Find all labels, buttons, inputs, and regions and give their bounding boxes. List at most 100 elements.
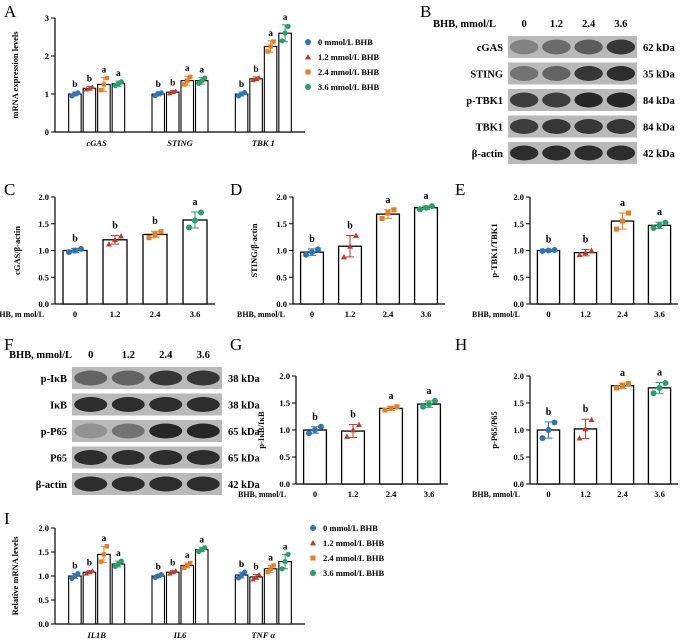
x-tick-label: IL6 — [173, 630, 188, 640]
bar — [62, 249, 88, 305]
data-point — [106, 241, 112, 247]
significance-letter: a — [185, 551, 190, 561]
significance-letter: a — [657, 207, 662, 218]
data-point — [188, 560, 193, 566]
significance-letter: b — [583, 404, 589, 415]
blot-band — [111, 397, 145, 412]
y-tick-label: 1.0 — [513, 425, 524, 435]
data-point — [347, 243, 353, 249]
significance-letter: a — [268, 29, 273, 39]
bar — [416, 403, 442, 485]
blot-band — [574, 92, 603, 108]
blot-kda-label: 35 kDa — [643, 70, 676, 81]
data-point — [101, 82, 107, 87]
data-point — [268, 44, 273, 49]
data-point — [192, 217, 198, 224]
data-point — [75, 90, 81, 96]
data-point — [382, 407, 388, 413]
bar — [234, 93, 249, 133]
y-tick-label: 2.0 — [513, 192, 524, 202]
blot-kda-label: 65 kDa — [228, 454, 261, 465]
blot-kda-label: 42 kDa — [228, 480, 261, 491]
bar — [378, 407, 404, 485]
data-point — [152, 231, 158, 237]
bar — [111, 563, 126, 625]
significance-letter: a — [185, 64, 190, 74]
blot-band — [74, 370, 108, 386]
bar — [340, 430, 366, 485]
significance-letter: b — [72, 562, 77, 572]
data-point — [551, 419, 558, 426]
data-point — [344, 433, 350, 439]
bar — [375, 213, 401, 305]
bar — [151, 93, 166, 133]
blot-band — [542, 66, 571, 81]
data-point — [185, 563, 190, 568]
blot-strip — [72, 393, 222, 416]
significance-letter: b — [170, 79, 175, 89]
y-axis-label: p-IκB/IκB — [256, 411, 266, 449]
data-point — [170, 569, 176, 575]
data-point — [582, 249, 589, 256]
data-point — [158, 90, 164, 96]
blot-protein-label: STING — [470, 70, 503, 81]
x-tick-label: 1.2 — [345, 309, 356, 319]
x-tick-label: IL1B — [86, 630, 106, 640]
data-point — [613, 226, 620, 232]
blot-kda-label: 84 kDa — [643, 123, 676, 134]
data-point — [619, 383, 626, 389]
x-tick-label: TBK 1 — [252, 138, 275, 148]
blot-band — [606, 119, 636, 134]
x-tick-label: TNF α — [251, 630, 275, 640]
y-tick-label: 0.5 — [513, 272, 524, 282]
data-point — [167, 571, 173, 576]
bar — [165, 91, 180, 133]
bar — [536, 249, 561, 305]
data-point — [539, 435, 546, 442]
data-point — [282, 30, 288, 36]
significance-letter: b — [87, 559, 92, 569]
blot-band — [574, 66, 603, 81]
y-tick-label: 1.0 — [279, 425, 290, 435]
x-tick-label: 3.6 — [654, 489, 665, 499]
significance-letter: a — [199, 536, 204, 546]
bar — [573, 251, 598, 305]
data-point — [98, 559, 104, 564]
bar — [151, 575, 166, 625]
blot-dose-label: 1.2 — [550, 19, 563, 30]
data-point — [256, 75, 262, 80]
blot-dose-label: 2.4 — [159, 350, 173, 361]
data-point — [662, 380, 669, 387]
significance-letter: a — [199, 65, 204, 75]
data-point — [265, 49, 270, 54]
blot-band — [542, 119, 571, 134]
significance-letter: a — [116, 69, 121, 79]
data-point — [353, 232, 359, 238]
significance-letter: b — [583, 234, 589, 245]
y-tick-label: 0.0 — [513, 299, 524, 309]
x-tick-label: 1.2 — [580, 489, 591, 499]
blot-band — [149, 423, 183, 439]
panel-letter-c: C — [4, 180, 15, 199]
data-point — [173, 88, 179, 94]
blot-protein-label: cGAS — [477, 43, 503, 54]
y-axis-label: Relative mRNA levels — [10, 536, 20, 616]
data-point — [256, 571, 262, 577]
y-tick-label: 0.5 — [38, 595, 49, 605]
data-point — [83, 571, 90, 576]
data-point — [78, 245, 84, 252]
data-point — [423, 204, 429, 211]
significance-letter: a — [283, 542, 288, 552]
y-axis-label: STING/β-actin — [249, 223, 259, 277]
data-point — [379, 215, 385, 221]
bar — [82, 571, 97, 625]
bar — [180, 80, 195, 133]
blot-band — [149, 397, 183, 412]
blot-protein-label: β-actin — [36, 480, 67, 491]
x-tick-label: 0 — [73, 309, 77, 319]
significance-letter: b — [72, 80, 77, 90]
blot-kda-label: 38 kDa — [228, 401, 261, 412]
bar — [111, 83, 126, 133]
y-tick-label: 2.0 — [513, 371, 524, 381]
data-point — [656, 222, 663, 229]
